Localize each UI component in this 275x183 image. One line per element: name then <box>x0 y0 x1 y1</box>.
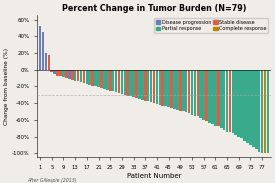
Bar <box>223 70 226 130</box>
Bar <box>202 70 205 120</box>
Bar <box>208 70 211 123</box>
Bar <box>115 70 117 92</box>
Bar <box>118 70 120 93</box>
Bar <box>205 70 208 122</box>
Bar <box>240 70 243 138</box>
Bar <box>138 70 141 99</box>
Bar <box>159 70 161 105</box>
Bar <box>141 70 144 100</box>
Bar <box>147 70 150 101</box>
Bar <box>80 70 82 82</box>
Bar <box>106 70 109 90</box>
Bar <box>89 70 91 85</box>
Y-axis label: Change from baseline (%): Change from baseline (%) <box>4 48 9 125</box>
Bar <box>91 70 94 85</box>
Bar <box>214 70 217 126</box>
Bar <box>164 70 167 107</box>
Bar <box>120 70 123 94</box>
X-axis label: Patient Number: Patient Number <box>127 173 181 179</box>
Bar <box>132 70 135 97</box>
Bar <box>97 70 100 87</box>
Bar <box>194 70 196 116</box>
Bar <box>258 70 260 152</box>
Bar <box>45 53 47 70</box>
Bar <box>129 70 132 96</box>
Bar <box>229 70 231 132</box>
Bar <box>144 70 147 101</box>
Bar <box>232 70 234 133</box>
Bar <box>42 32 44 70</box>
Bar <box>226 70 228 132</box>
Bar <box>261 70 263 153</box>
Legend: Disease progression, Partial response, Stable disease, Complete response: Disease progression, Partial response, S… <box>154 18 268 33</box>
Bar <box>150 70 152 102</box>
Bar <box>179 70 182 111</box>
Bar <box>48 55 50 70</box>
Title: Percent Change in Tumor Burden (N=79): Percent Change in Tumor Burden (N=79) <box>62 4 246 13</box>
Bar <box>103 70 106 89</box>
Bar <box>112 70 114 91</box>
Bar <box>170 70 173 108</box>
Bar <box>235 70 237 135</box>
Bar <box>246 70 249 143</box>
Bar <box>185 70 188 112</box>
Bar <box>74 70 76 81</box>
Bar <box>68 70 71 79</box>
Bar <box>94 70 97 86</box>
Bar <box>211 70 214 124</box>
Bar <box>59 70 62 76</box>
Bar <box>156 70 158 104</box>
Bar <box>266 70 269 153</box>
Bar <box>188 70 190 113</box>
Bar <box>51 70 53 72</box>
Bar <box>182 70 185 111</box>
Bar <box>109 70 112 91</box>
Bar <box>56 70 59 76</box>
Bar <box>249 70 252 145</box>
Bar <box>243 70 246 141</box>
Bar <box>126 70 129 96</box>
Bar <box>264 70 266 153</box>
Bar <box>167 70 170 107</box>
Bar <box>197 70 199 116</box>
Bar <box>220 70 222 128</box>
Bar <box>82 70 85 83</box>
Bar <box>77 70 79 81</box>
Bar <box>86 70 88 84</box>
Bar <box>199 70 202 118</box>
Bar <box>176 70 179 110</box>
Text: After Gillespie (2013): After Gillespie (2013) <box>28 178 77 183</box>
Bar <box>217 70 219 126</box>
Bar <box>62 70 65 77</box>
Bar <box>135 70 138 98</box>
Bar <box>65 70 68 78</box>
Bar <box>153 70 155 103</box>
Bar <box>53 70 56 74</box>
Bar <box>237 70 240 137</box>
Bar <box>255 70 258 149</box>
Bar <box>71 70 74 80</box>
Bar <box>123 70 126 95</box>
Bar <box>161 70 164 106</box>
Bar <box>39 26 42 70</box>
Bar <box>252 70 255 147</box>
Bar <box>100 70 103 88</box>
Bar <box>173 70 176 109</box>
Bar <box>191 70 193 115</box>
